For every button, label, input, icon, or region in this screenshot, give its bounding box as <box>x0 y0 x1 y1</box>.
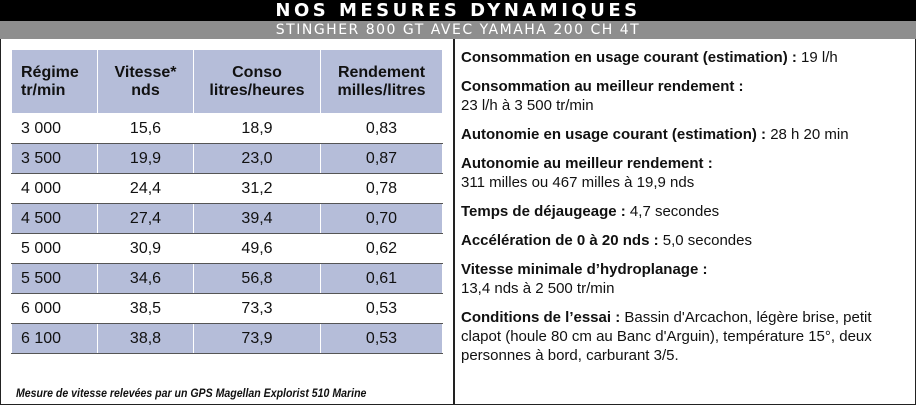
info-value: 19 l/h <box>796 49 838 66</box>
info-value: 23 l/h à 3 500 tr/min <box>461 97 594 114</box>
table-row: 3 500 19,9 23,0 0,87 <box>11 143 443 174</box>
info-item: Autonomie en usage courant (estimation) … <box>461 125 911 144</box>
table-row: 3 000 15,6 18,9 0,83 <box>11 113 443 144</box>
info-item: Autonomie au meilleur rendement : 311 mil… <box>461 154 911 192</box>
cell-conso: 73,9 <box>193 323 321 354</box>
cell-rendement: 0,83 <box>320 113 443 144</box>
cell-rendement: 0,53 <box>320 323 443 354</box>
cell-rendement: 0,62 <box>320 233 443 264</box>
info-value: 5,0 secondes <box>658 232 752 249</box>
info-label: Vitesse minimale d’hydroplanage : <box>461 261 708 278</box>
info-item: Accélération de 0 à 20 nds : 5,0 seconde… <box>461 231 911 250</box>
info-value: 28 h 20 min <box>766 126 849 143</box>
cell-vitesse: 15,6 <box>97 113 194 144</box>
column-header-rendement: Rendement milles/litres <box>320 49 443 114</box>
info-value: 4,7 secondes <box>625 203 720 220</box>
info-item: Conditions de l’essai : Bassin d'Arcacho… <box>461 308 911 365</box>
cell-vitesse: 19,9 <box>97 143 194 174</box>
cell-conso: 39,4 <box>193 203 321 234</box>
footnote: Mesure de vitesse relevées par un GPS Ma… <box>16 386 367 400</box>
info-label: Conditions de l’essai : <box>461 309 621 326</box>
cell-vitesse: 38,5 <box>97 293 194 324</box>
page-title: NOS MESURES DYNAMIQUES <box>0 0 916 21</box>
cell-vitesse: 24,4 <box>97 173 194 204</box>
info-value: 311 milles ou 467 milles à 19,9 nds <box>461 174 695 191</box>
measurements-table: Régime tr/min Vitesse* nds Conso litres/heu… <box>11 49 443 354</box>
cell-rendement: 0,87 <box>320 143 443 174</box>
info-item: Consommation en usage courant (estimatio… <box>461 48 911 67</box>
cell-vitesse: 30,9 <box>97 233 194 264</box>
table-row: 6 100 38,8 73,9 0,53 <box>11 323 443 354</box>
cell-rendement: 0,61 <box>320 263 443 294</box>
cell-conso: 18,9 <box>193 113 321 144</box>
info-item: Consommation au meilleur rendement : 23 l… <box>461 77 911 115</box>
cell-rendement: 0,78 <box>320 173 443 204</box>
info-label: Autonomie en usage courant (estimation) … <box>461 126 767 143</box>
cell-rendement: 0,70 <box>320 203 443 234</box>
table-row: 4 000 24,4 31,2 0,78 <box>11 173 443 204</box>
info-label: Autonomie au meilleur rendement : <box>461 155 713 172</box>
table-header-row: Régime tr/min Vitesse* nds Conso litres/heu… <box>11 49 443 114</box>
cell-vitesse: 27,4 <box>97 203 194 234</box>
info-item: Vitesse minimale d’hydroplanage : 13,4 nd… <box>461 260 911 298</box>
cell-regime: 6 100 <box>11 323 98 354</box>
cell-regime: 3 500 <box>11 143 98 174</box>
cell-conso: 49,6 <box>193 233 321 264</box>
cell-regime: 4 000 <box>11 173 98 204</box>
cell-regime: 5 000 <box>11 233 98 264</box>
column-header-vitesse: Vitesse* nds <box>97 49 194 114</box>
column-divider <box>453 39 455 405</box>
table-row: 5 000 30,9 49,6 0,62 <box>11 233 443 264</box>
table-row: 5 500 34,6 56,8 0,61 <box>11 263 443 294</box>
cell-regime: 5 500 <box>11 263 98 294</box>
cell-rendement: 0,53 <box>320 293 443 324</box>
cell-conso: 73,3 <box>193 293 321 324</box>
page-subtitle: STINGHER 800 GT AVEC YAMAHA 200 CH 4T <box>0 21 916 39</box>
info-label: Consommation en usage courant (estimatio… <box>461 49 797 66</box>
info-label: Accélération de 0 à 20 nds : <box>461 232 659 249</box>
cell-vitesse: 38,8 <box>97 323 194 354</box>
cell-conso: 23,0 <box>193 143 321 174</box>
info-value: Bassin d'Arcachon, légère brise, petit c… <box>461 309 872 364</box>
cell-conso: 56,8 <box>193 263 321 294</box>
cell-conso: 31,2 <box>193 173 321 204</box>
cell-vitesse: 34,6 <box>97 263 194 294</box>
table-row: 6 000 38,5 73,3 0,53 <box>11 293 443 324</box>
info-panel: Consommation en usage courant (estimatio… <box>461 48 911 375</box>
table-row: 4 500 27,4 39,4 0,70 <box>11 203 443 234</box>
cell-regime: 4 500 <box>11 203 98 234</box>
info-label: Consommation au meilleur rendement : <box>461 78 744 95</box>
column-header-regime: Régime tr/min <box>11 49 98 114</box>
column-header-conso: Conso litres/heures <box>193 49 321 114</box>
cell-regime: 3 000 <box>11 113 98 144</box>
info-label: Temps de déjaugeage : <box>461 203 626 220</box>
info-value: 13,4 nds à 2 500 tr/min <box>461 280 615 297</box>
cell-regime: 6 000 <box>11 293 98 324</box>
info-item: Temps de déjaugeage : 4,7 secondes <box>461 202 911 221</box>
